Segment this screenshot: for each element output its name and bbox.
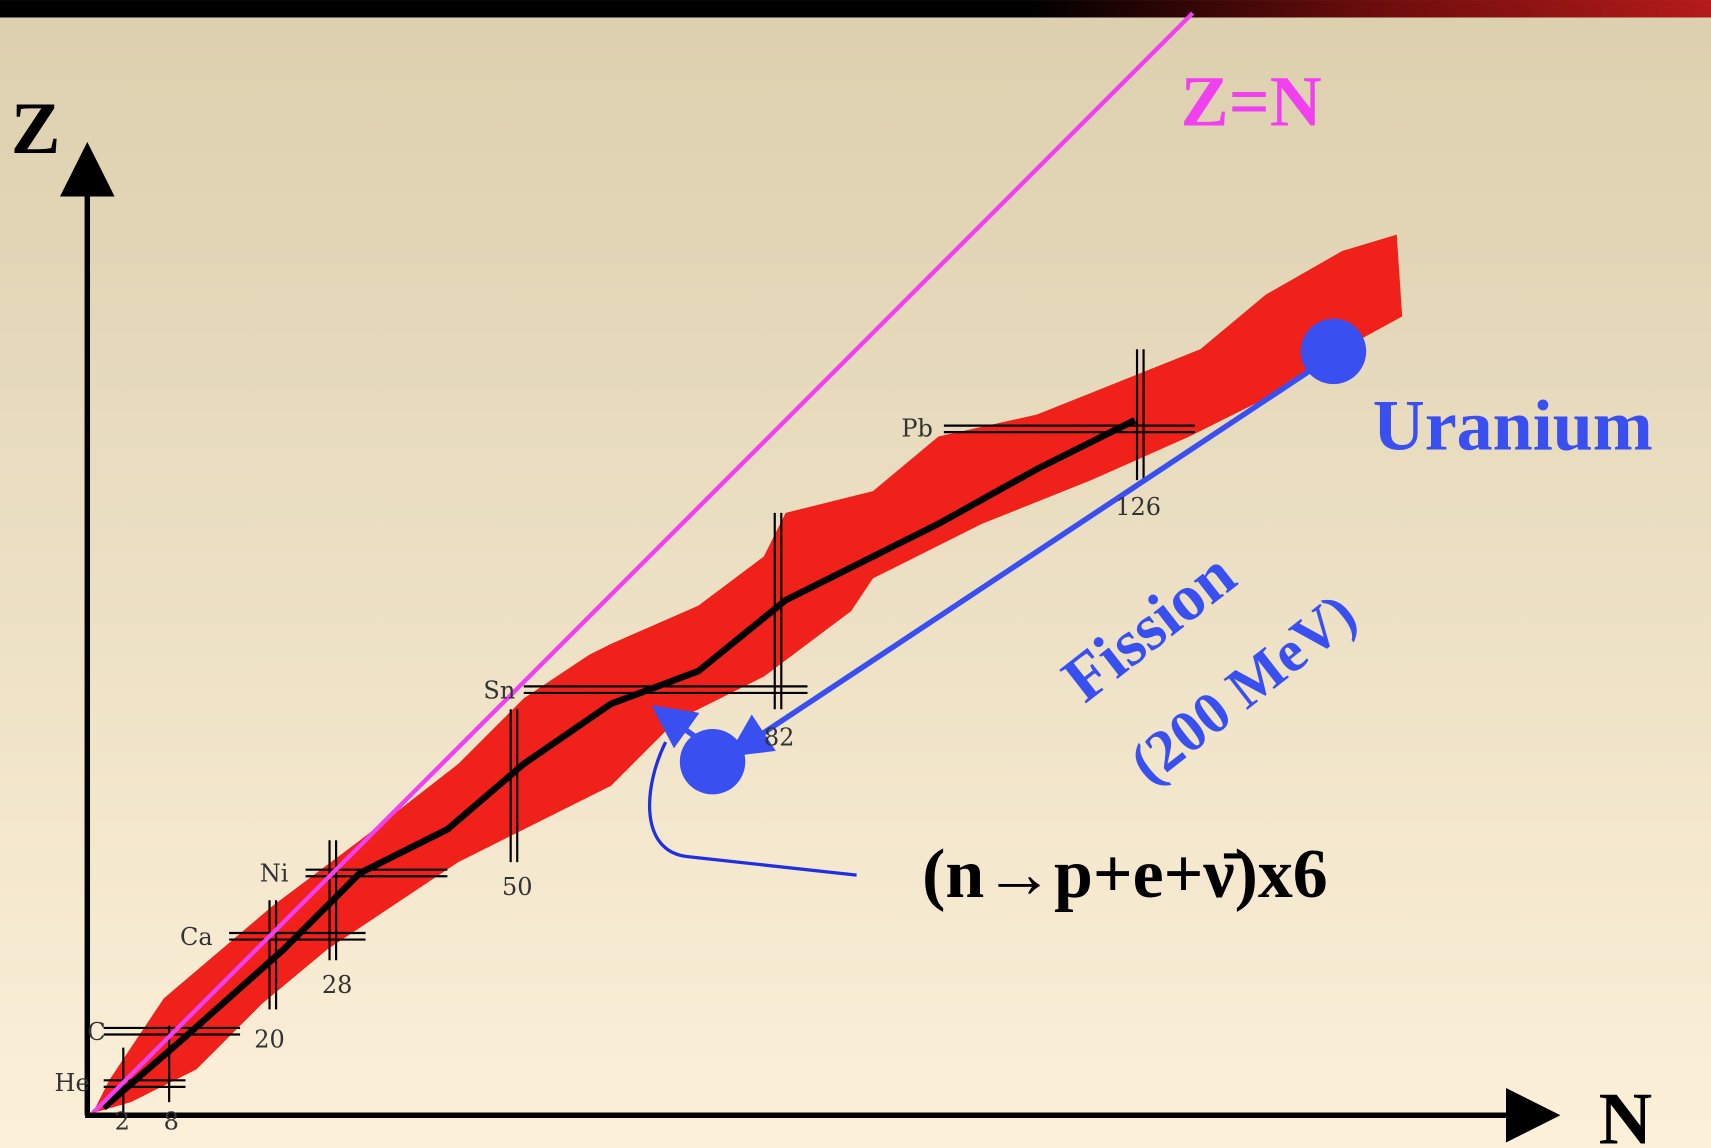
- element-label: He: [55, 1069, 90, 1097]
- z-equals-n-label: Z=N: [1181, 62, 1322, 142]
- element-label: Ni: [260, 860, 289, 888]
- uranium-label: Uranium: [1373, 386, 1653, 466]
- top-bar: [0, 0, 1711, 17]
- element-label: Pb: [901, 415, 933, 443]
- magic-number: 8: [164, 1107, 179, 1135]
- uranium-dot: [1301, 319, 1366, 384]
- element-label: Sn: [483, 676, 515, 704]
- element-label: Ca: [180, 923, 213, 951]
- beta-decay-label: (n→p+e+ν̄)x6: [922, 836, 1328, 913]
- magic-number: 2: [115, 1107, 130, 1135]
- z-label: Z: [11, 88, 60, 170]
- slide: Z N Z=N Uranium Fission (200 MeV) (n→p+e…: [0, 0, 1711, 1148]
- fragment-dot: [680, 729, 745, 794]
- magic-number: 50: [502, 873, 533, 901]
- element-label: C: [87, 1018, 105, 1046]
- magic-number: 20: [254, 1026, 285, 1054]
- magic-number: 28: [322, 971, 353, 999]
- n-label: N: [1599, 1079, 1653, 1148]
- page: Z N Z=N Uranium Fission (200 MeV) (n→p+e…: [0, 0, 1711, 1148]
- magic-number: 126: [1115, 493, 1161, 521]
- magic-number: 82: [764, 723, 795, 751]
